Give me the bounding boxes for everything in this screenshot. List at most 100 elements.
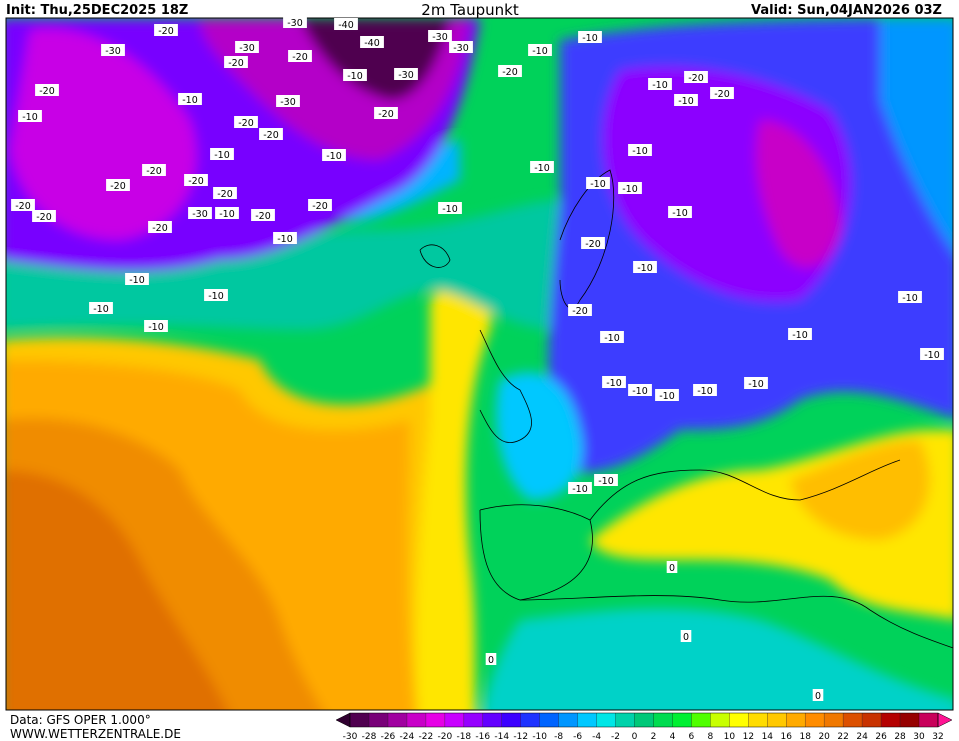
colorbar-swatch: [710, 713, 730, 727]
contour-label-text: -10: [277, 234, 293, 245]
label-box: [668, 206, 692, 218]
contour-label-text: -10: [604, 333, 620, 344]
contour-label-text: -20: [688, 73, 704, 84]
contour-label: 0: [812, 689, 824, 702]
contour-label-text: -20: [152, 223, 168, 234]
contour-label-text: 0: [683, 632, 689, 643]
label-box: [288, 50, 312, 62]
label-box: [32, 210, 56, 222]
label-box: [812, 689, 824, 701]
contour-label-text: -20: [312, 201, 328, 212]
contour-label: -10: [633, 261, 657, 274]
contour-label-text: -10: [924, 350, 940, 361]
contour-label-text: -10: [678, 96, 694, 107]
contour-label: -10: [898, 291, 922, 304]
contour-label-text: -20: [714, 89, 730, 100]
colorbar-label: -26: [381, 732, 396, 741]
contour-label: -20: [224, 56, 248, 69]
label-box: [343, 69, 367, 81]
label-box: [438, 202, 462, 214]
contour-label-text: -10: [532, 46, 548, 57]
label-box: [655, 389, 679, 401]
colorbar-label: 26: [875, 732, 887, 741]
colorbar-label: -28: [362, 732, 377, 741]
colorbar-label: 22: [837, 732, 848, 741]
label-box: [374, 107, 398, 119]
colorbar-swatch: [786, 713, 806, 727]
contour-label-text: -10: [182, 95, 198, 106]
colorbar-swatch: [767, 713, 787, 727]
label-box: [11, 199, 35, 211]
label-box: [581, 237, 605, 249]
label-box: [89, 302, 113, 314]
colorbar-label: 6: [689, 732, 695, 741]
label-box: [528, 44, 552, 56]
colorbar-swatch: [463, 713, 483, 727]
label-box: [618, 182, 642, 194]
contour-label: -20: [288, 50, 312, 63]
label-box: [666, 561, 678, 573]
label-box: [308, 199, 332, 211]
contour-label: -30: [283, 16, 307, 29]
colorbar-label: -30: [343, 732, 358, 741]
label-box: [210, 148, 234, 160]
contour-label: -20: [498, 65, 522, 78]
label-box: [276, 95, 300, 107]
contour-label-text: -10: [902, 293, 918, 304]
contour-label-text: -10: [632, 386, 648, 397]
contour-label-text: -20: [378, 109, 394, 120]
colorbar-swatch: [653, 713, 673, 727]
contour-label-text: -40: [338, 20, 354, 31]
colorbar-label: -18: [456, 732, 471, 741]
colorbar-swatch: [824, 713, 844, 727]
contour-label: -20: [184, 174, 208, 187]
contour-label: -20: [684, 71, 708, 84]
label-box: [235, 41, 259, 53]
contour-label-text: -10: [632, 146, 648, 157]
contour-label-text: -30: [192, 209, 208, 220]
contour-label-text: -20: [146, 166, 162, 177]
label-box: [224, 56, 248, 68]
contour-label: -20: [35, 84, 59, 97]
contour-label: -20: [106, 179, 130, 192]
contour-label-text: -20: [585, 239, 601, 250]
label-box: [184, 174, 208, 186]
contour-label: -20: [374, 107, 398, 120]
contour-label-text: -20: [502, 67, 518, 78]
colorbar-swatch: [919, 713, 938, 727]
contour-label: -10: [788, 328, 812, 341]
contour-label-text: 0: [815, 691, 821, 702]
contour-label-text: -20: [158, 26, 174, 37]
contour-label-text: -10: [606, 378, 622, 389]
contour-label-text: -30: [453, 43, 469, 54]
label-box: [684, 71, 708, 83]
colorbar-label: -14: [494, 732, 509, 741]
colorbar-label: 18: [799, 732, 811, 741]
colorbar-label: -8: [554, 732, 563, 741]
contour-label: -10: [602, 376, 626, 389]
colorbar: -30 -28 -26 -24 -22 -20 -18 -16 -14 -12 -10 -8 -6 -4-…: [335, 712, 953, 741]
contour-label: -30: [449, 41, 473, 54]
contour-label: -10: [618, 182, 642, 195]
contour-label-text: -10: [129, 275, 145, 286]
map-frame: [5, 17, 954, 711]
map-title: 2m Taupunkt: [421, 1, 519, 19]
contour-label: -10: [674, 94, 698, 107]
contour-label-text: -40: [364, 38, 380, 49]
contour-label: -20: [568, 304, 592, 317]
contour-label: -20: [142, 164, 166, 177]
label-box: [215, 207, 239, 219]
label-box: [101, 44, 125, 56]
contour-label-text: -30: [432, 32, 448, 43]
contour-label-text: -10: [534, 163, 550, 174]
contour-label: -10: [628, 144, 652, 157]
label-box: [648, 78, 672, 90]
colorbar-label: -22: [419, 732, 434, 741]
colorbar-label: 32: [932, 732, 943, 741]
colorbar-swatch: [368, 713, 388, 727]
contour-label-text: -10: [148, 322, 164, 333]
contour-label: 0: [666, 561, 678, 574]
contour-label-text: -10: [219, 209, 235, 220]
colorbar-label: 28: [894, 732, 906, 741]
